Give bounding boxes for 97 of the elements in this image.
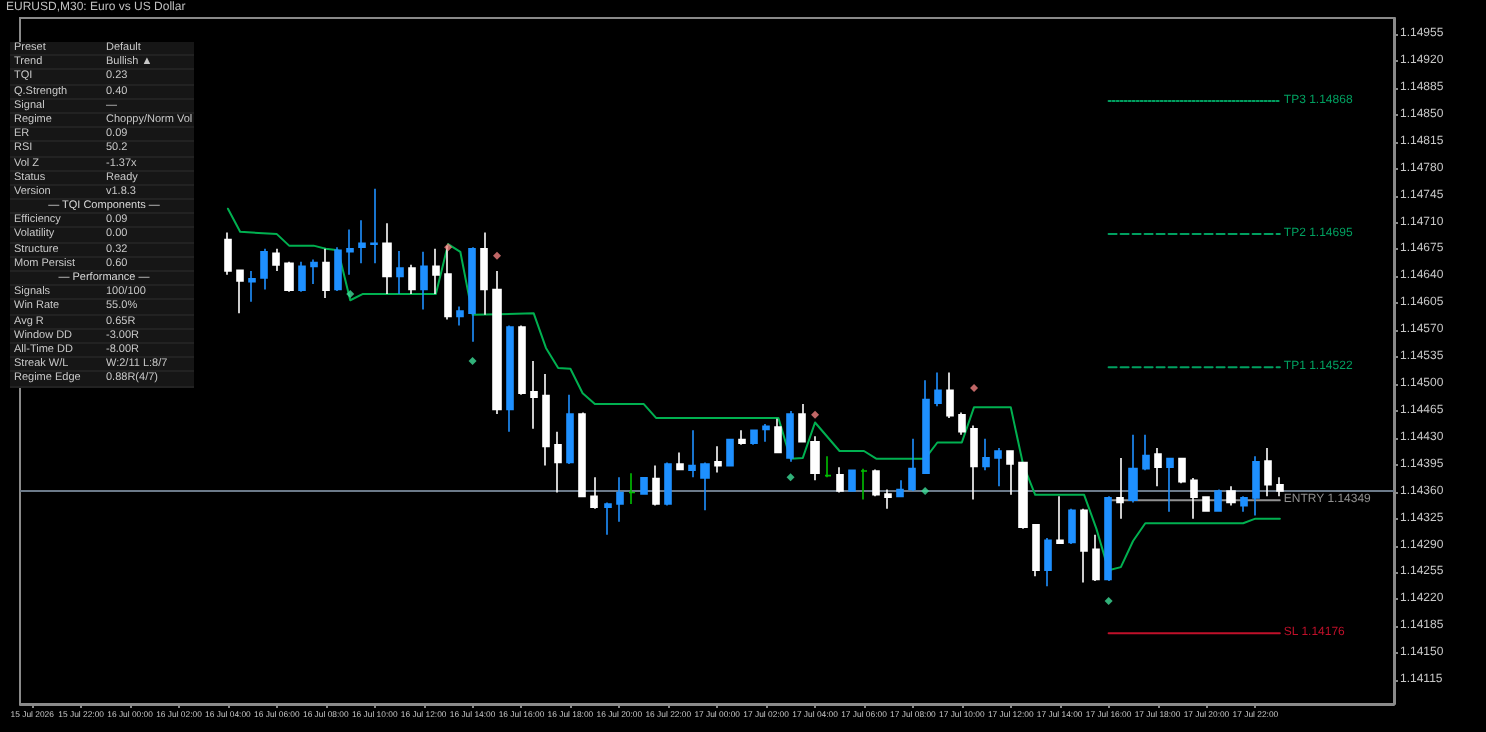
candlestick	[272, 247, 280, 272]
point	[444, 243, 453, 252]
point	[468, 357, 477, 365]
candlestick	[236, 269, 244, 315]
candlestick	[1214, 488, 1222, 513]
candlestick	[1080, 507, 1088, 584]
candlestick	[1018, 461, 1028, 530]
candlestick	[922, 379, 930, 475]
candlestick	[946, 371, 954, 419]
candlestick	[1190, 477, 1198, 520]
candlestick	[824, 455, 832, 478]
candlestick	[652, 464, 660, 507]
candlestick	[554, 430, 562, 494]
candlestick	[714, 445, 722, 474]
candlestick	[578, 411, 586, 498]
candlestick	[1166, 457, 1174, 513]
candlestick	[1276, 476, 1284, 498]
candlestick	[896, 479, 904, 498]
candlestick	[310, 258, 318, 285]
candlestick	[396, 250, 404, 295]
candlestick	[640, 476, 648, 496]
candlestick	[860, 467, 868, 501]
point	[493, 251, 502, 260]
candlestick	[982, 437, 990, 472]
candlestick	[688, 429, 696, 478]
candlestick	[1006, 449, 1014, 496]
candlestick	[934, 371, 942, 408]
candlestick	[848, 468, 856, 493]
candlestick	[1178, 457, 1186, 485]
candlestick	[298, 260, 306, 293]
candlestick	[334, 246, 342, 292]
candlestick	[872, 468, 880, 498]
candlestick	[664, 461, 672, 507]
candlestick	[444, 244, 452, 321]
candlestick	[616, 476, 624, 523]
candlestick	[370, 187, 378, 265]
candlestick	[346, 228, 354, 276]
point	[970, 383, 979, 392]
candlestick	[432, 247, 440, 295]
candlestick	[284, 260, 294, 293]
candlestick	[542, 373, 550, 467]
candlestick	[908, 437, 916, 492]
candlestick	[382, 222, 392, 295]
candlestick	[1104, 495, 1112, 582]
point	[346, 290, 355, 299]
candlestick	[810, 435, 820, 481]
candlestick	[1056, 495, 1064, 545]
candlestick	[836, 466, 844, 494]
candlestick	[1068, 507, 1076, 545]
candlestick	[958, 411, 966, 436]
candlestick	[774, 417, 782, 454]
candlestick	[726, 437, 734, 468]
candlestick	[480, 231, 488, 316]
candlestick	[604, 501, 612, 536]
candlestick	[1252, 455, 1260, 517]
candlestick	[1092, 534, 1100, 582]
candlestick	[884, 488, 892, 510]
candlestick	[530, 360, 538, 430]
candlestick	[358, 219, 366, 265]
candlestick	[518, 324, 526, 396]
candlestick	[628, 472, 636, 505]
candlestick	[248, 270, 256, 303]
point	[786, 473, 795, 482]
candlestick	[700, 461, 710, 511]
candlestick	[590, 476, 598, 510]
candlestick	[1226, 485, 1236, 507]
point	[811, 410, 820, 419]
line-series	[226, 207, 1281, 572]
candlestick	[798, 403, 806, 443]
candlestick	[786, 410, 794, 463]
point	[921, 486, 930, 495]
candlestick	[994, 447, 1002, 488]
candlestick	[492, 270, 502, 415]
candlestick	[566, 394, 574, 465]
candlestick	[506, 324, 514, 433]
candlestick	[1240, 495, 1248, 513]
candlestick	[970, 424, 978, 501]
point	[1104, 596, 1113, 605]
candlestick	[738, 429, 746, 446]
candlestick	[762, 423, 770, 443]
candlestick	[1142, 434, 1150, 472]
candlestick	[1202, 495, 1210, 513]
candlestick	[1264, 447, 1272, 498]
candlestick	[224, 231, 232, 276]
candlestick	[468, 246, 476, 343]
candlestick	[456, 305, 464, 327]
candlestick	[260, 247, 268, 291]
candlestick	[1128, 434, 1138, 504]
candlestick	[750, 428, 758, 446]
candlestick	[1154, 447, 1162, 488]
candlestick	[322, 247, 330, 299]
candlestick	[676, 451, 684, 472]
candlestick	[1044, 537, 1052, 588]
candlestick	[408, 264, 416, 295]
candlestick	[1032, 524, 1040, 578]
candlestick	[1116, 457, 1124, 520]
candlestick	[420, 250, 428, 311]
